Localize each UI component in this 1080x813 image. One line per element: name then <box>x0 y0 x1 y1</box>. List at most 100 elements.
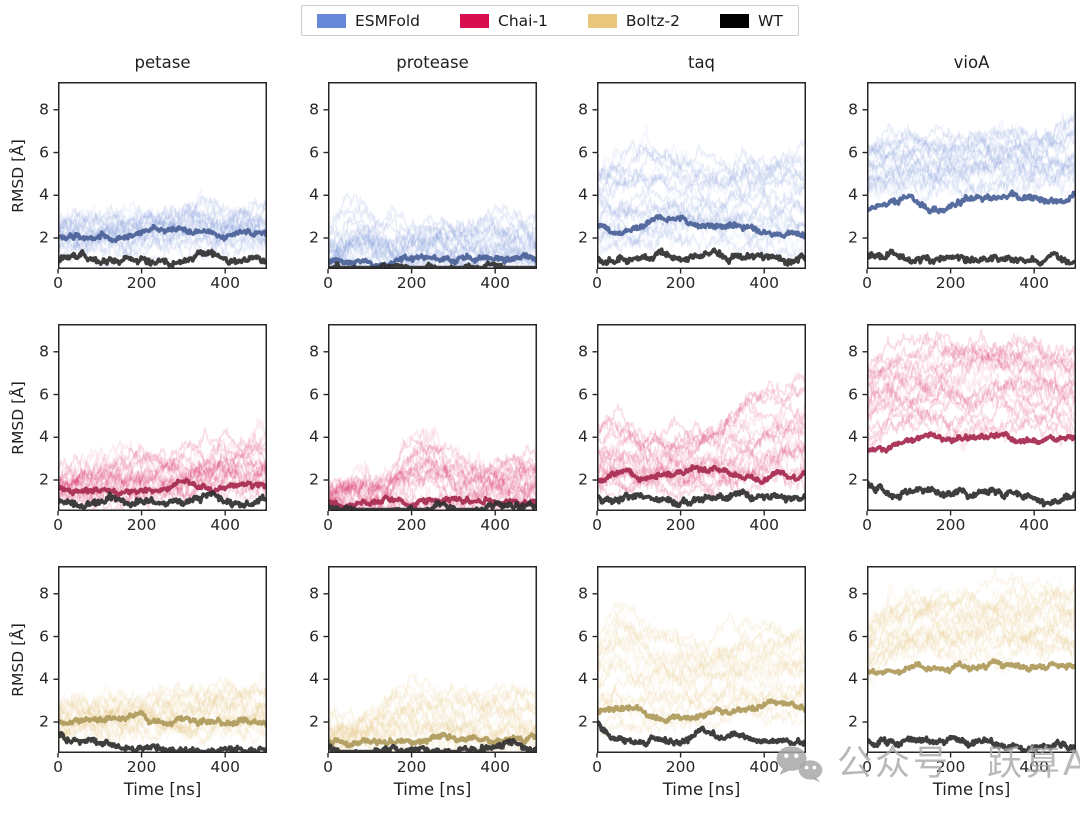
chai-1-replicate-trace <box>328 446 537 511</box>
boltz-2-replicate-trace <box>867 623 1076 670</box>
esmfold-replicate-trace <box>328 221 537 263</box>
chai-1-replicate-trace <box>867 376 1076 415</box>
boltz-2-replicate-trace <box>58 703 267 738</box>
chai-1-replicate-trace <box>58 438 267 490</box>
esmfold-replicate-trace <box>597 124 806 191</box>
chai-1-replicate-trace <box>328 439 537 502</box>
esmfold-replicate-trace <box>328 205 537 249</box>
esmfold-replicate-trace <box>597 190 806 234</box>
boltz-2-replicate-trace <box>867 616 1076 662</box>
chai-1-replicate-trace <box>867 334 1076 379</box>
y-tick-label: 6 <box>309 384 319 403</box>
boltz-2-replicate-trace <box>597 699 806 737</box>
esmfold-trace-group <box>58 186 267 269</box>
legend-item-boltz2: Boltz-2 <box>587 12 680 30</box>
esmfold-mean-trace <box>58 223 267 244</box>
esmfold-mean-trace <box>328 251 537 269</box>
wt-trace <box>597 247 806 267</box>
esmfold-replicate-trace <box>597 214 806 258</box>
boltz-2-replicate-trace <box>867 611 1076 654</box>
x-tick-label: 0 <box>53 274 63 292</box>
chai-1-replicate-trace <box>328 425 537 505</box>
chai-1-replicate-trace <box>328 456 537 507</box>
legend-item-chai1: Chai-1 <box>460 12 548 30</box>
chai-1-replicate-trace <box>597 399 806 472</box>
esmfold-replicate-trace <box>867 154 1076 198</box>
y-tick-label: 2 <box>39 712 49 731</box>
boltz-2-trace-group <box>597 601 806 748</box>
boltz-2-replicate-trace <box>867 587 1076 644</box>
y-tick-label: 2 <box>309 712 319 731</box>
esmfold-replicate-trace <box>328 223 537 255</box>
axes-frame <box>328 82 537 269</box>
chai-1-replicate-trace <box>867 339 1076 390</box>
chai-1-replicate-trace <box>867 341 1076 395</box>
y-tick-label: 6 <box>39 142 49 161</box>
chai-1-replicate-trace <box>58 450 267 511</box>
boltz-2-replicate-trace <box>597 650 806 702</box>
boltz-2-replicate-trace <box>867 578 1076 632</box>
chai-1-replicate-trace <box>328 457 537 498</box>
boltz2-swatch-icon <box>587 13 617 28</box>
esmfold-replicate-trace <box>867 150 1076 186</box>
chai-1-trace-group <box>328 425 537 511</box>
chai-1-replicate-trace <box>867 400 1076 442</box>
boltz-2-replicate-trace <box>328 683 537 734</box>
boltz-2-replicate-trace <box>867 625 1076 679</box>
x-tick-label: 0 <box>592 758 602 776</box>
boltz-2-replicate-trace <box>597 623 806 685</box>
axes-frame <box>328 566 537 753</box>
esmfold-replicate-trace <box>58 186 267 252</box>
esmfold-replicate-trace <box>328 232 537 261</box>
y-tick-label: 4 <box>578 669 588 688</box>
x-tick-label: 200 <box>665 516 696 534</box>
chai-1-replicate-trace <box>328 468 537 511</box>
esmfold-mean-trace <box>597 214 806 240</box>
chai-1-replicate-trace <box>58 448 267 503</box>
y-tick-label: 2 <box>848 470 858 489</box>
x-tick-label: 200 <box>396 516 427 534</box>
chai-1-replicate-trace <box>328 443 537 499</box>
x-tick-label: 400 <box>210 758 240 776</box>
esmfold-replicate-trace <box>867 141 1076 189</box>
esmfold-replicate-trace <box>597 164 806 214</box>
subplot-taq-chai-1: 2 4 6 8 0 200 400 <box>578 324 806 533</box>
esmfold-replicate-trace <box>867 106 1076 164</box>
subplot-protease-boltz-2: 2 4 6 8 0 200 400 Time [ns] <box>309 566 537 799</box>
x-axis-label: Time [ns] <box>393 780 472 799</box>
boltz-2-replicate-trace <box>597 621 806 666</box>
y-tick-label: 6 <box>578 384 588 403</box>
esmfold-swatch-icon <box>317 13 346 28</box>
chai-1-replicate-trace <box>867 346 1076 402</box>
chai-1-replicate-trace <box>58 466 267 504</box>
boltz-2-replicate-trace <box>597 680 806 716</box>
esmfold-replicate-trace <box>867 166 1076 204</box>
chai-1-replicate-trace <box>58 417 267 487</box>
y-tick-label: 4 <box>39 669 49 688</box>
x-tick-label: 0 <box>592 274 602 292</box>
x-tick-label: 400 <box>480 758 510 776</box>
chai-1-replicate-trace <box>867 343 1076 396</box>
x-axis-label: Time [ns] <box>123 780 202 799</box>
y-tick-label: 2 <box>848 712 858 731</box>
wt-swatch-icon <box>720 13 749 28</box>
boltz-2-replicate-trace <box>597 601 806 653</box>
boltz-2-replicate-trace <box>58 711 267 747</box>
boltz-2-replicate-trace <box>597 670 806 726</box>
x-tick-label: 0 <box>862 274 872 292</box>
esmfold-trace-group <box>328 192 537 269</box>
chai-1-replicate-trace <box>867 414 1076 450</box>
y-tick-label: 8 <box>309 100 319 119</box>
esmfold-replicate-trace <box>328 208 537 250</box>
wt-trace <box>867 248 1076 267</box>
x-tick-label: 200 <box>126 516 157 534</box>
boltz-2-replicate-trace <box>867 591 1076 646</box>
chai-1-replicate-trace <box>867 347 1076 403</box>
esmfold-replicate-trace <box>867 130 1076 174</box>
chai-1-replicate-trace <box>867 349 1076 388</box>
axes-frame <box>58 324 267 511</box>
y-tick-label: 4 <box>578 185 588 204</box>
chai-1-replicate-trace <box>867 384 1076 422</box>
y-tick-label: 2 <box>848 228 858 247</box>
x-axis-label: Time [ns] <box>662 780 741 799</box>
